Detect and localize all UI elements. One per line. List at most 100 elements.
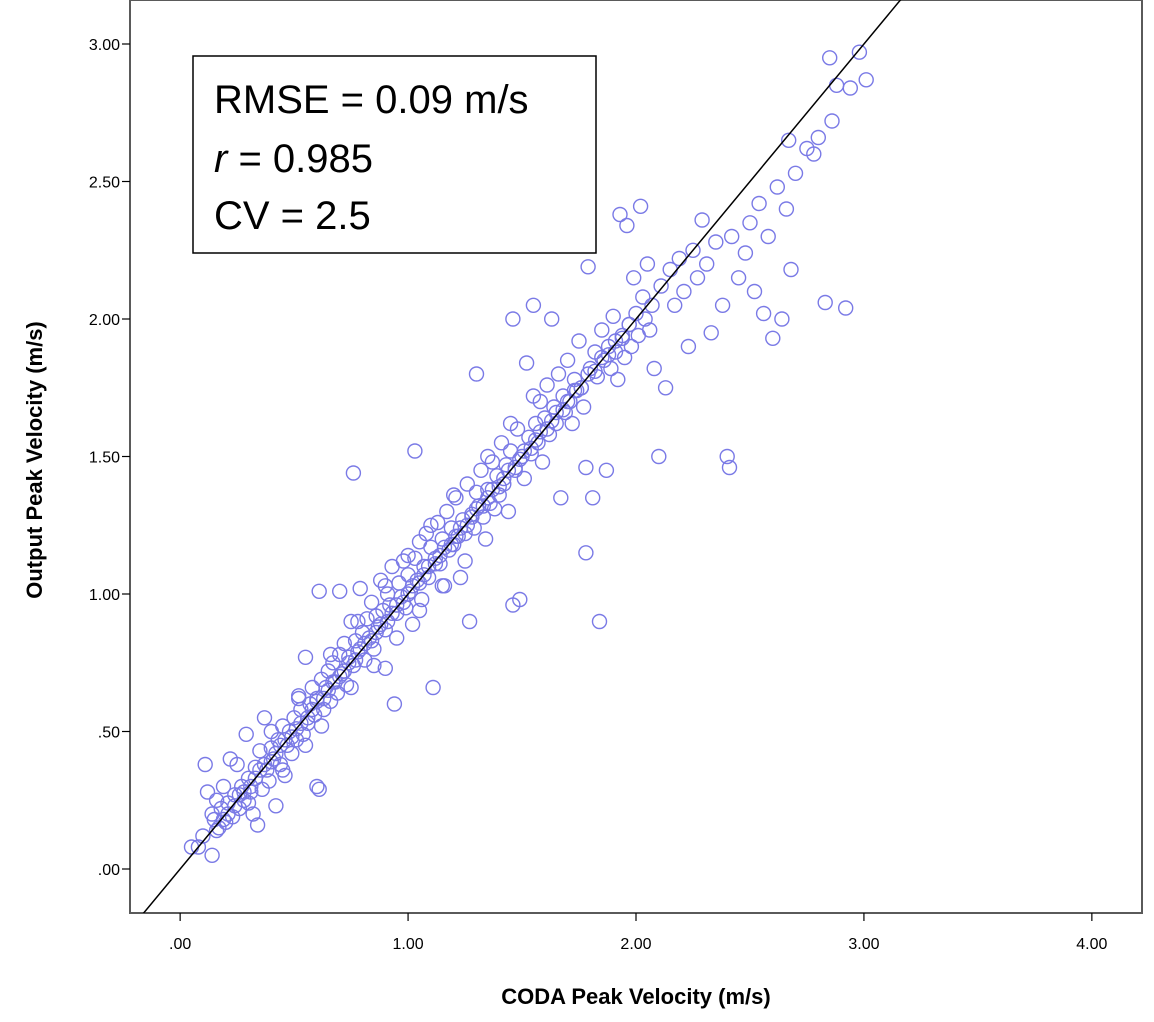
- data-point: [252, 743, 268, 759]
- data-point: [386, 696, 403, 712]
- data-point: [263, 754, 279, 770]
- data-point: [322, 646, 339, 663]
- data-point: [418, 525, 434, 542]
- data-point: [464, 509, 480, 525]
- data-point: [347, 652, 364, 668]
- data-point: [477, 531, 494, 547]
- data-point: [822, 50, 838, 66]
- data-point: [332, 646, 348, 663]
- data-point: [571, 333, 587, 349]
- data-point: [619, 217, 635, 234]
- data-point: [491, 479, 507, 495]
- data-point: [642, 322, 658, 338]
- data-point: [614, 330, 630, 346]
- data-point: [580, 366, 596, 382]
- data-point: [363, 633, 380, 649]
- data-point: [357, 652, 373, 668]
- data-point: [414, 591, 430, 608]
- data-point: [632, 198, 649, 215]
- data-point: [534, 454, 551, 470]
- data-point: [635, 289, 651, 305]
- data-point: [525, 388, 542, 404]
- data-point: [730, 270, 747, 286]
- stats-line-r: r = 0.985: [214, 137, 373, 181]
- y-tick-label: .50: [98, 725, 120, 742]
- data-point: [578, 545, 594, 561]
- data-point: [566, 382, 583, 399]
- data-point: [539, 377, 555, 393]
- data-point: [621, 316, 637, 333]
- data-point: [400, 547, 416, 564]
- data-point: [452, 520, 469, 536]
- data-point: [336, 635, 352, 652]
- data-point: [516, 443, 532, 459]
- data-point: [512, 451, 528, 467]
- data-point: [512, 591, 528, 608]
- data-point: [395, 594, 412, 610]
- data-point: [765, 330, 781, 346]
- data-point: [810, 129, 826, 146]
- data-point: [746, 283, 763, 300]
- data-point: [644, 297, 660, 313]
- data-point: [407, 443, 423, 459]
- data-point: [357, 635, 373, 652]
- data-point: [384, 605, 400, 621]
- data-point: [395, 553, 412, 569]
- y-axis: .00 .50 1.00 1.50 2.00 2.50 3.00: [89, 37, 130, 879]
- data-point: [496, 470, 512, 487]
- data-point: [268, 798, 284, 814]
- data-point: [334, 666, 350, 682]
- data-point: [275, 762, 291, 778]
- data-point: [316, 690, 332, 707]
- data-point: [548, 404, 564, 421]
- data-point: [197, 756, 213, 773]
- data-point: [612, 206, 628, 223]
- data-point: [439, 503, 455, 520]
- data-point: [423, 517, 439, 533]
- data-point: [379, 613, 396, 630]
- data-point: [781, 132, 797, 149]
- data-point: [291, 690, 307, 707]
- data-point: [432, 547, 448, 564]
- data-point: [208, 792, 225, 808]
- data-point: [480, 448, 496, 465]
- y-tick-label: 3.00: [89, 37, 120, 54]
- data-point: [231, 787, 248, 803]
- data-point: [505, 311, 521, 327]
- data-point: [703, 325, 719, 341]
- data-point: [215, 811, 232, 828]
- data-point: [195, 828, 211, 844]
- data-point: [626, 270, 642, 286]
- data-point: [628, 305, 644, 322]
- data-point: [544, 413, 560, 429]
- data-point: [473, 462, 489, 478]
- data-point: [284, 745, 300, 762]
- data-point: [699, 256, 715, 272]
- data-point: [238, 726, 254, 742]
- data-point: [585, 490, 601, 506]
- data-point: [377, 660, 393, 676]
- data-point: [539, 421, 555, 437]
- data-point: [311, 583, 327, 599]
- data-point: [272, 737, 289, 753]
- data-point: [737, 245, 754, 261]
- data-point: [311, 781, 327, 797]
- data-point: [719, 448, 735, 465]
- data-point: [528, 432, 544, 448]
- data-point: [256, 756, 273, 773]
- data-point: [300, 710, 316, 726]
- data-point: [564, 415, 580, 432]
- y-tick-label: 2.00: [89, 312, 120, 329]
- data-point: [457, 553, 473, 569]
- data-point: [313, 718, 330, 734]
- y-tick-label: 1.50: [89, 450, 120, 467]
- data-point: [694, 212, 710, 228]
- data-point: [373, 572, 389, 588]
- data-point: [368, 624, 384, 641]
- data-point: [309, 778, 325, 795]
- data-point: [427, 556, 444, 572]
- data-points: [183, 44, 874, 863]
- data-point: [425, 679, 441, 696]
- data-point: [555, 402, 571, 418]
